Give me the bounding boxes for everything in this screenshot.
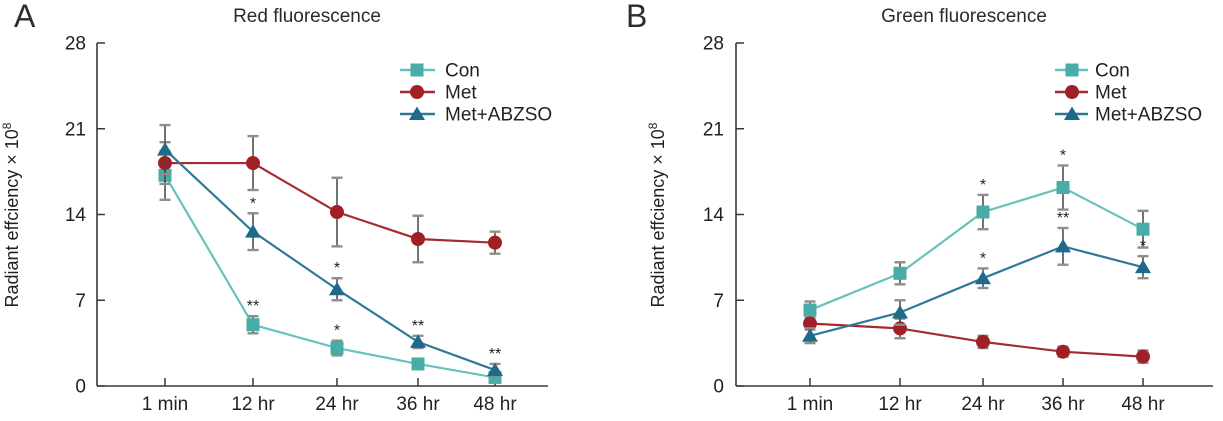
circle-marker	[411, 232, 425, 246]
svg-text:36 hr: 36 hr	[1041, 394, 1085, 415]
significance-marker: *	[334, 260, 340, 277]
significance-marker: **	[489, 346, 501, 363]
square-marker	[246, 318, 260, 332]
panel-green-fluorescence: B Green fluorescence 0 7 14 21 28 1 min 12 hr 2…	[612, 0, 1223, 421]
y-axis-ticks: 0 7 14 21 28	[65, 34, 105, 398]
circle-marker	[488, 235, 502, 250]
significance-marker: *	[980, 250, 986, 267]
svg-text:24 hr: 24 hr	[315, 394, 359, 415]
significance-marker: *	[980, 177, 986, 194]
triangle-marker	[487, 362, 503, 377]
significance-marker: *	[1060, 148, 1066, 165]
green-fluorescence-chart: 0 7 14 21 28 1 min 12 hr 24 hr 36 hr 48 hr Radiant…	[646, 34, 1213, 415]
significance-marker: *	[250, 195, 256, 212]
series-line	[809, 245, 1144, 337]
triangle-marker	[1064, 106, 1080, 120]
x-axis-ticks: 1 min 12 hr 24 hr 36 hr 48 hr	[142, 378, 517, 415]
svg-text:7: 7	[713, 291, 724, 312]
circle-marker	[246, 156, 260, 171]
svg-text:36 hr: 36 hr	[396, 394, 440, 415]
x-axis-ticks: 1 min 12 hr 24 hr 36 hr 48 hr	[787, 378, 1165, 415]
panel-title-red-fluorescence: Red fluorescence	[233, 6, 381, 27]
series-con: **	[803, 148, 1150, 320]
series-con: ***	[158, 149, 502, 384]
svg-text:0: 0	[713, 377, 724, 398]
svg-text:12 hr: 12 hr	[231, 394, 275, 415]
svg-text:14: 14	[65, 205, 87, 226]
y-axis-label: Radiant effciency × 108	[646, 122, 668, 307]
square-marker	[330, 341, 344, 355]
legend-label: Con	[1095, 61, 1130, 82]
svg-text:14: 14	[703, 205, 725, 226]
square-marker	[1136, 222, 1150, 236]
triangle-marker	[975, 270, 991, 285]
series-met-abzso: ******	[157, 123, 503, 378]
legend-label: Con	[445, 61, 480, 82]
svg-text:1 min: 1 min	[142, 394, 188, 415]
square-marker	[1056, 181, 1070, 195]
circle-marker	[410, 85, 424, 99]
series-line	[164, 174, 496, 379]
triangle-marker	[409, 106, 425, 120]
series-met-abzso: ****	[802, 210, 1151, 345]
circle-marker	[803, 316, 817, 331]
legend-label: Met	[1095, 83, 1127, 104]
triangle-marker	[329, 281, 345, 296]
series-met	[158, 134, 502, 264]
y-axis-ticks: 0 7 14 21 28	[703, 34, 744, 398]
svg-text:28: 28	[703, 34, 724, 55]
circle-marker	[330, 205, 344, 220]
significance-marker: *	[334, 323, 340, 340]
square-marker	[411, 357, 425, 371]
red-fluorescence-chart: 0 7 14 21 28 1 min 12 hr 24 hr 36 hr 48 hr Radiant…	[0, 34, 552, 416]
significance-marker: **	[412, 318, 424, 335]
square-marker	[410, 63, 424, 77]
svg-text:21: 21	[65, 119, 86, 140]
series-line	[165, 161, 496, 244]
circle-marker	[1065, 85, 1079, 99]
panel-title-green-fluorescence: Green fluorescence	[881, 6, 1047, 27]
significance-marker: *	[1140, 238, 1146, 255]
svg-text:12 hr: 12 hr	[878, 394, 922, 415]
triangle-marker	[802, 328, 818, 342]
y-axis-label: Radiant effciency × 108	[0, 122, 22, 307]
triangle-marker	[892, 305, 908, 319]
square-marker	[893, 266, 907, 280]
panel-red-fluorescence: A Red fluorescence 0 7 14 21 28 1 min 12 hr 24 …	[0, 0, 611, 421]
axes	[96, 43, 548, 387]
legend-label: Met+ABZSO	[1095, 105, 1202, 126]
svg-text:7: 7	[75, 291, 86, 312]
triangle-marker	[410, 334, 426, 348]
circle-marker	[1136, 349, 1150, 364]
svg-text:1 min: 1 min	[787, 394, 833, 415]
svg-text:48 hr: 48 hr	[1121, 394, 1165, 415]
panel-letter-b: B	[626, 0, 648, 34]
square-marker	[803, 303, 817, 317]
triangle-marker	[157, 142, 173, 156]
triangle-marker	[1135, 259, 1151, 274]
svg-text:48 hr: 48 hr	[473, 394, 517, 415]
svg-text:24 hr: 24 hr	[961, 394, 1005, 415]
square-marker	[976, 205, 990, 219]
legend-label: Met+ABZSO	[445, 105, 552, 126]
svg-text:21: 21	[703, 119, 724, 140]
svg-text:28: 28	[65, 34, 86, 55]
significance-marker: **	[247, 298, 259, 315]
significance-marker: **	[1057, 210, 1069, 227]
triangle-marker	[1055, 238, 1071, 253]
circle-marker	[976, 334, 990, 349]
square-marker	[1065, 63, 1079, 77]
panel-letter-a: A	[14, 0, 36, 34]
legend-label: Met	[445, 83, 477, 104]
circle-marker	[1056, 344, 1070, 359]
triangle-marker	[245, 224, 261, 238]
svg-text:0: 0	[75, 377, 86, 398]
